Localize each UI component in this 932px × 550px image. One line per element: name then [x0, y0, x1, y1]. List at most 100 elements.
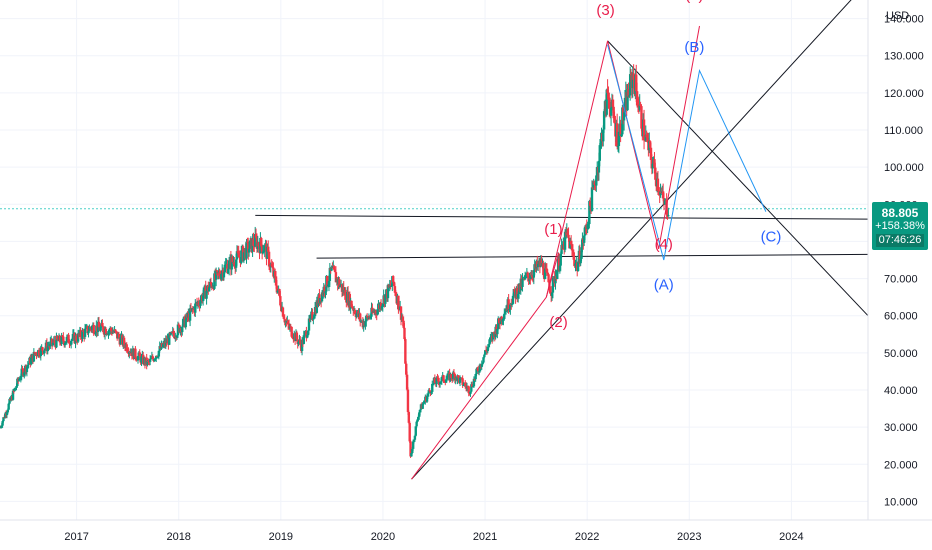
candle-body: [33, 351, 36, 355]
time-tick-label: 2018: [166, 531, 190, 543]
candle-body: [440, 377, 444, 382]
currency-label: USD: [886, 10, 909, 22]
candle-body: [492, 332, 496, 334]
candle-body: [257, 242, 260, 247]
candle-body: [649, 147, 653, 161]
candle-body: [651, 163, 654, 169]
candle-body: [109, 328, 113, 331]
candle-body: [472, 378, 476, 387]
candle-body: [181, 319, 185, 327]
candle-body: [102, 326, 105, 333]
candle-body: [511, 295, 515, 304]
candle-body: [352, 307, 355, 311]
candle-body: [23, 372, 26, 376]
impulse-wave-segment[interactable]: [545, 252, 560, 298]
impulse-wave-path[interactable]: [411, 25, 700, 480]
candle-body: [416, 419, 419, 422]
candle-body: [615, 123, 619, 147]
candle-body: [617, 131, 621, 146]
candle-body: [245, 241, 248, 259]
candle-body: [148, 361, 151, 363]
candle-body: [435, 377, 438, 385]
candle-body: [126, 350, 129, 352]
candle-body: [326, 284, 330, 287]
candle-body: [306, 330, 310, 336]
candle-body: [332, 266, 336, 270]
candle-body: [320, 292, 324, 302]
candle-body: [271, 266, 274, 268]
candle-body: [477, 369, 480, 372]
candle-body: [443, 381, 446, 383]
candle-body: [409, 441, 412, 457]
candle-body: [369, 316, 372, 318]
wave-label: (3): [596, 2, 614, 19]
candle-body: [262, 251, 266, 253]
candle-body: [208, 281, 212, 288]
candle-body: [16, 378, 19, 386]
candle-body: [628, 95, 631, 97]
trend-line[interactable]: [607, 40, 869, 317]
candle-body: [359, 313, 362, 322]
candle-body: [136, 355, 140, 361]
candle-body: [403, 327, 406, 340]
candle-body: [112, 331, 115, 333]
candle-body: [602, 129, 605, 142]
candle-body: [76, 333, 80, 342]
candle-body: [93, 333, 96, 335]
price-tick-label: 140.000: [884, 14, 924, 26]
candle-body: [569, 241, 573, 245]
candle-body: [365, 315, 369, 317]
candle-body: [507, 299, 510, 310]
price-tick-label: 130.000: [884, 51, 924, 63]
candle-body: [227, 260, 231, 269]
candle-body: [456, 375, 459, 381]
candle-body: [197, 301, 200, 305]
candle-body: [569, 241, 572, 249]
candle-body: [97, 321, 101, 328]
candle-body: [49, 341, 52, 347]
corrective-wave-path[interactable]: [607, 44, 767, 261]
candle-body: [27, 363, 30, 365]
candle-body: [75, 335, 78, 341]
candle-body: [619, 123, 622, 137]
candle-body: [477, 371, 481, 373]
candle-body: [260, 237, 263, 247]
trend-line[interactable]: [255, 214, 869, 220]
candle-body: [48, 346, 51, 348]
price-tick-label: 120.000: [884, 88, 924, 100]
candle-body: [442, 375, 445, 382]
candle-body: [260, 246, 264, 254]
candle-body: [20, 368, 23, 377]
candle-body: [86, 325, 89, 334]
candle-body: [413, 435, 417, 440]
candle-body: [607, 92, 610, 98]
trend-line[interactable]: [411, 0, 868, 480]
candle-body: [563, 231, 567, 250]
candle-body: [536, 263, 540, 268]
candle-body: [397, 295, 400, 310]
candle-body: [508, 308, 511, 310]
candle-body: [460, 377, 463, 379]
price-tick-label: 50.000: [884, 348, 918, 360]
candle-body: [248, 240, 252, 249]
candle-body: [558, 265, 562, 271]
candle-body: [408, 422, 411, 442]
candle-body: [19, 376, 23, 379]
time-axis[interactable]: 2017 2018 2019 2020 2021 2022 2023 2024: [64, 531, 803, 543]
price-tick-label: 40.000: [884, 385, 918, 397]
candle-body: [306, 335, 309, 338]
candle-body: [578, 250, 582, 264]
candle-body: [4, 413, 7, 419]
candle-body: [338, 279, 341, 287]
candle-body: [170, 332, 174, 334]
candle-body: [638, 104, 641, 110]
candle-body: [266, 246, 269, 259]
candle-body: [353, 310, 357, 315]
candle-body: [226, 263, 229, 274]
wave-label: (B): [684, 39, 704, 56]
time-tick-label: 2024: [779, 531, 803, 543]
candle-body: [482, 357, 485, 363]
price-change-percent: +158.38%: [875, 219, 925, 232]
trend-line[interactable]: [316, 253, 869, 259]
